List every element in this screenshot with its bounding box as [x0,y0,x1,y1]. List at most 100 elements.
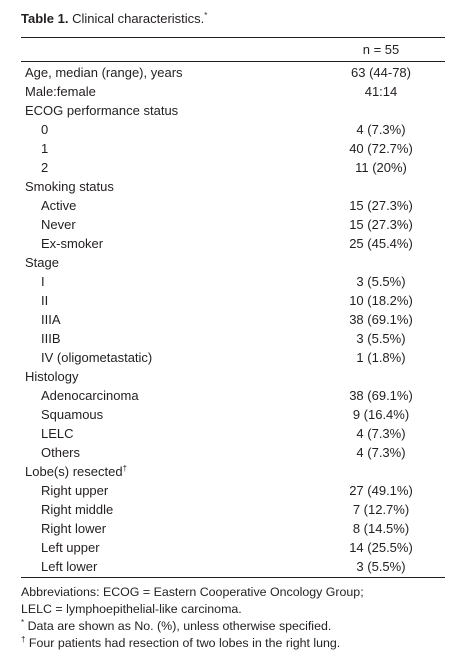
table-title-text: Clinical characteristics. [72,11,205,26]
table-row: IIIB 3 (5.5%) [21,329,445,348]
row-label-text: Right upper [41,483,109,498]
row-value: 41:14 [364,84,398,99]
row-value: 4 (7.3%) [356,122,406,137]
table-row: II 10 (18.2%) [21,291,445,310]
row-value: 8 (14.5%) [352,521,410,536]
row-value: 3 (5.5%) [356,331,406,346]
row-value: 3 (5.5%) [317,557,445,578]
table-row: Adenocarcinoma 38 (69.1%) [21,386,445,405]
row-label-text: 1 [41,141,49,156]
row-value: 15 (27.3%) [349,217,413,232]
row-label-text: Others [41,445,81,460]
row-value: 38 (69.1%) [349,388,413,403]
row-value: 15 (27.3%) [349,198,413,213]
row-value: 40 (72.7%) [349,141,413,156]
row-value [317,253,445,272]
row-value: 10 (18.2%) [349,293,413,308]
row-label: Stage [21,253,317,272]
row-label-text: Smoking status [25,179,114,194]
table-row: Left upper 14 (25.5%) [21,538,445,557]
row-label: ECOG performance status [21,101,317,120]
table-row: Right upper 27 (49.1%) [21,481,445,500]
row-label: Smoking status [21,177,317,196]
header-value-column: n = 55 [317,37,445,62]
table-footnotes: Abbreviations: ECOG = Eastern Cooperativ… [21,584,451,652]
row-value: 63 (44-78) [351,65,411,80]
row-label: Histology [21,367,317,386]
table-row: Smoking status [21,177,445,196]
row-label-text: Histology [25,369,79,384]
table-row: 0 4 (7.3%) [21,120,445,139]
row-label: LELC [21,424,317,443]
table-body: Age, median (range), years 63 (44-78) Male… [21,62,445,578]
row-value [317,462,445,481]
table-header-row: n = 55 [21,37,445,62]
row-label: Squamous [21,405,317,424]
row-label: Age, median (range), years [21,62,317,83]
row-label: 0 [21,120,317,139]
row-label: Ex-smoker [21,234,317,253]
row-label-text: I [41,274,45,289]
header-label-column [21,37,317,62]
table-row: Age, median (range), years 63 (44-78) [21,62,445,83]
row-label: IIIB [21,329,317,348]
table-row: I 3 (5.5%) [21,272,445,291]
footnote-abbreviations-line-2: LELC = lymphoepithelial-like carcinoma. [21,602,242,616]
row-label-footnote-mark: † [122,464,128,473]
row-label-text: Active [41,198,77,213]
row-label-text: ECOG performance status [25,103,179,118]
row-label: Right upper [21,481,317,500]
table-row: Histology [21,367,445,386]
row-value [317,177,445,196]
row-label-text: Left lower [41,559,98,574]
table-row: Male:female 41:14 [21,82,445,101]
row-value [317,101,445,120]
row-label: 1 [21,139,317,158]
table-row: ECOG performance status [21,101,445,120]
row-label-text: II [41,293,49,308]
row-label-text: IIIA [41,312,61,327]
row-label: Others [21,443,317,462]
row-value: 38 (69.1%) [349,312,413,327]
table-row: Others 4 (7.3%) [21,443,445,462]
row-label-text: IV (oligometastatic) [41,350,153,365]
row-value: 7 (12.7%) [352,502,410,517]
row-value: 27 (49.1%) [349,483,413,498]
table-row: Left lower 3 (5.5%) [21,557,445,578]
table-row: LELC 4 (7.3%) [21,424,445,443]
table-row: Lobe(s) resected† [21,462,445,481]
clinical-characteristics-table: n = 55 Age, median (range), years 63 (44-… [21,37,445,578]
footnote-abbreviations-line-1: Abbreviations: ECOG = Eastern Cooperativ… [21,585,364,599]
table-row: Stage [21,253,445,272]
row-value: 4 (7.3%) [356,445,406,460]
table-title: Table 1. Clinical characteristics.* [21,10,465,27]
row-label: Adenocarcinoma [21,386,317,405]
row-label: Active [21,196,317,215]
table-row: 1 40 (72.7%) [21,139,445,158]
footnote-star: * Data are shown as No. (%), unless othe… [21,618,451,635]
row-label-text: Squamous [41,407,104,422]
footnote-star-mark: * [21,618,25,627]
row-label-text: Ex-smoker [41,236,104,251]
row-label: IV (oligometastatic) [21,348,317,367]
row-value: 14 (25.5%) [349,540,413,555]
row-label-text: 2 [41,160,49,175]
row-label-text: Right lower [41,521,107,536]
table-row: Right lower 8 (14.5%) [21,519,445,538]
row-label-text: Age, median (range), years [25,65,183,80]
table-row: IIIA 38 (69.1%) [21,310,445,329]
row-label-text: Male:female [25,84,96,99]
row-label: Lobe(s) resected† [21,462,317,481]
row-value: 9 (16.4%) [352,407,410,422]
row-value: 25 (45.4%) [349,236,413,251]
row-label-text: Right middle [41,502,114,517]
row-label-text: 0 [41,122,49,137]
row-label: Left upper [21,538,317,557]
row-label-text: IIIB [41,331,61,346]
table-row: Right middle 7 (12.7%) [21,500,445,519]
row-label-text: Left upper [41,540,100,555]
row-value [317,367,445,386]
table-title-label: Table 1. [21,11,69,26]
row-label-text: Adenocarcinoma [41,388,139,403]
